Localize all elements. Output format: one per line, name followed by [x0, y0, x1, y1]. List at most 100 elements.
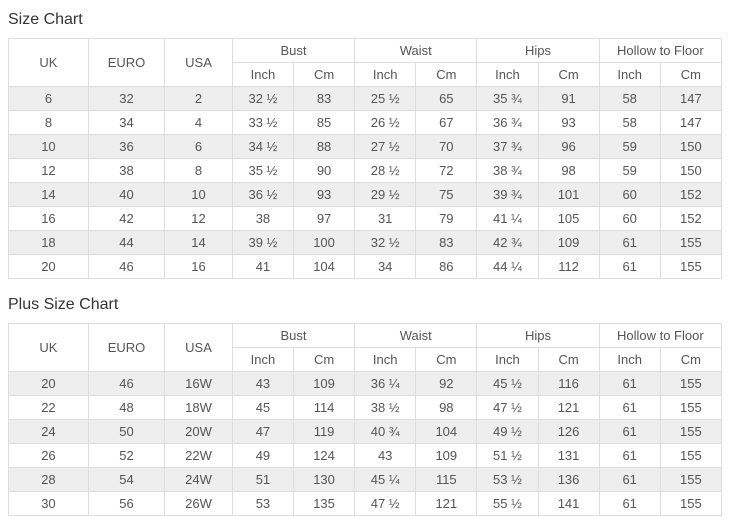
- table-cell: 155: [659, 254, 723, 280]
- unit-header: Cm: [415, 347, 478, 373]
- table-cell: 58: [598, 86, 661, 112]
- unit-header: Inch: [476, 347, 539, 373]
- table-cell: 155: [659, 419, 723, 445]
- table-row: 6 32 2 32 ½ 83 25 ½ 65 35 ¾ 91 58 147: [8, 86, 723, 112]
- size-chart-table-body: 6 32 2 32 ½ 83 25 ½ 65 35 ¾ 91 58 147 8 34 4 33 ½ 85 26 …: [8, 86, 723, 280]
- column-group-header: Waist: [354, 323, 478, 349]
- table-cell: 61: [598, 467, 661, 493]
- table-cell: 65: [415, 86, 478, 112]
- table-cell: 43: [354, 443, 417, 469]
- table-row: 12 38 8 35 ½ 90 28 ½ 72 38 ¾ 98 59 150: [8, 158, 723, 184]
- unit-header: Cm: [659, 62, 723, 88]
- table-cell: 58: [598, 110, 661, 136]
- table-cell: 36 ¾: [476, 110, 539, 136]
- table-cell: 39 ¾: [476, 182, 539, 208]
- table-row: 26 52 22W 49 124 43 109 51 ½ 131 61 155: [8, 443, 723, 469]
- table-cell: 61: [598, 395, 661, 421]
- table-cell: 35 ½: [231, 158, 295, 184]
- table-cell: 121: [415, 491, 478, 517]
- table-cell: 59: [598, 134, 661, 160]
- table-cell: 18W: [164, 395, 233, 421]
- table-cell: 30: [8, 491, 89, 517]
- table-cell: 155: [659, 395, 723, 421]
- unit-header: Inch: [598, 347, 661, 373]
- table-cell: 34 ½: [231, 134, 295, 160]
- table-cell: 61: [598, 230, 661, 256]
- table-cell: 56: [87, 491, 166, 517]
- table-cell: 61: [598, 491, 661, 517]
- table-cell: 46: [87, 254, 166, 280]
- table-cell: 141: [537, 491, 600, 517]
- column-header: USA: [164, 38, 233, 88]
- table-cell: 51: [231, 467, 295, 493]
- table-row: 30 56 26W 53 135 47 ½ 121 55 ½ 141 61 155: [8, 491, 723, 517]
- column-header: UK: [8, 323, 89, 373]
- table-cell: 27 ½: [354, 134, 417, 160]
- table-cell: 16: [164, 254, 233, 280]
- table-cell: 61: [598, 254, 661, 280]
- table-cell: 61: [598, 419, 661, 445]
- table-cell: 126: [537, 419, 600, 445]
- table-cell: 67: [415, 110, 478, 136]
- table-cell: 29 ½: [354, 182, 417, 208]
- table-cell: 38: [87, 158, 166, 184]
- table-cell: 50: [87, 419, 166, 445]
- table-row: 22 48 18W 45 114 38 ½ 98 47 ½ 121 61 155: [8, 395, 723, 421]
- table-cell: 40: [87, 182, 166, 208]
- table-cell: 75: [415, 182, 478, 208]
- table-cell: 47 ½: [476, 395, 539, 421]
- table-cell: 121: [537, 395, 600, 421]
- column-header: UK: [8, 38, 89, 88]
- table-cell: 42 ¾: [476, 230, 539, 256]
- table-cell: 14: [8, 182, 89, 208]
- size-chart-section: Size Chart UK EURO USA Bust Waist Hips Hollow …: [8, 10, 723, 280]
- table-cell: 16: [8, 206, 89, 232]
- plus-size-chart-table-header: UK EURO USA Bust Waist Hips Hollow to Floor Inc…: [8, 323, 723, 373]
- table-cell: 32 ½: [354, 230, 417, 256]
- unit-header: Inch: [476, 62, 539, 88]
- unit-header: Inch: [231, 347, 295, 373]
- table-cell: 155: [659, 443, 723, 469]
- table-cell: 12: [8, 158, 89, 184]
- column-group-header: Bust: [231, 38, 356, 64]
- table-cell: 59: [598, 158, 661, 184]
- plus-size-chart-table-body: 20 46 16W 43 109 36 ¼ 92 45 ½ 116 61 155 22 48 18W 45 1…: [8, 371, 723, 517]
- table-cell: 6: [164, 134, 233, 160]
- table-cell: 26 ½: [354, 110, 417, 136]
- column-header: EURO: [87, 38, 166, 88]
- table-cell: 70: [415, 134, 478, 160]
- table-cell: 131: [537, 443, 600, 469]
- table-cell: 45 ¼: [354, 467, 417, 493]
- table-cell: 20W: [164, 419, 233, 445]
- column-header: USA: [164, 323, 233, 373]
- table-cell: 24W: [164, 467, 233, 493]
- table-cell: 72: [415, 158, 478, 184]
- table-cell: 97: [292, 206, 356, 232]
- table-cell: 109: [292, 371, 356, 397]
- table-cell: 22: [8, 395, 89, 421]
- table-cell: 46: [87, 371, 166, 397]
- table-cell: 98: [415, 395, 478, 421]
- unit-header: Cm: [537, 62, 600, 88]
- table-cell: 18: [8, 230, 89, 256]
- table-cell: 155: [659, 467, 723, 493]
- table-cell: 101: [537, 182, 600, 208]
- table-cell: 22W: [164, 443, 233, 469]
- column-group-header: Waist: [354, 38, 478, 64]
- table-cell: 49: [231, 443, 295, 469]
- size-chart-table-header: UK EURO USA Bust Waist Hips Hollow to Floor Inc…: [8, 38, 723, 88]
- unit-header: Cm: [537, 347, 600, 373]
- column-group-header: Bust: [231, 323, 356, 349]
- table-cell: 79: [415, 206, 478, 232]
- table-cell: 28 ½: [354, 158, 417, 184]
- table-cell: 55 ½: [476, 491, 539, 517]
- table-cell: 104: [292, 254, 356, 280]
- table-row: 20 46 16 41 104 34 86 44 ¼ 112 61 155: [8, 254, 723, 280]
- table-cell: 26W: [164, 491, 233, 517]
- table-cell: 34: [354, 254, 417, 280]
- table-row: 16 42 12 38 97 31 79 41 ¼ 105 60 152: [8, 206, 723, 232]
- table-cell: 26: [8, 443, 89, 469]
- table-cell: 37 ¾: [476, 134, 539, 160]
- column-group-header: Hollow to Floor: [598, 323, 723, 349]
- table-cell: 100: [292, 230, 356, 256]
